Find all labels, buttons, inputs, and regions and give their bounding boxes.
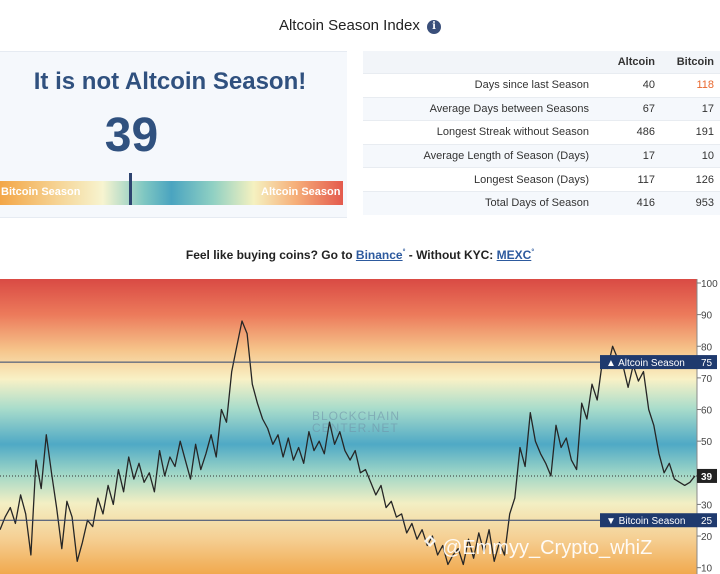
table-row: Longest Season (Days) 117 126 [363, 167, 720, 192]
column-header-bitcoin: Bitcoin [661, 51, 720, 74]
table-row: Days since last Season 40 118 [363, 73, 720, 98]
footer-handle: @Emmyy_Crypto_whiZ [442, 537, 652, 559]
y-tick-label: 70 [701, 374, 713, 385]
season-stats-table: Altcoin Bitcoin Days since last Season 4… [363, 51, 720, 215]
current-value-box [697, 468, 717, 483]
altcoin-threshold-badge [600, 355, 697, 370]
gauge-label-altcoin: Altcoin Season [261, 186, 341, 198]
row-label: Total Days of Season [363, 190, 595, 215]
table-row: Average Length of Season (Days) 17 10 [363, 143, 720, 168]
table-row: Average Days between Seasons 67 17 [363, 96, 720, 121]
season-headline: It is not Altcoin Season! [33, 68, 307, 95]
y-tick-label: 50 [701, 437, 713, 448]
bitcoin-value: 10 [661, 143, 720, 168]
bitcoin-value: 17 [661, 96, 720, 121]
season-gauge [0, 181, 343, 205]
bitcoin-value: 191 [661, 120, 720, 145]
binance-logo-icon [424, 535, 436, 547]
row-label: Longest Season (Days) [363, 167, 595, 192]
altcoin-value: 67 [595, 96, 661, 121]
threshold-value-label: 25 [701, 516, 713, 527]
info-icon[interactable]: i [427, 20, 442, 34]
threshold-value-label: 75 [701, 358, 713, 369]
promo-line: Feel like buying coins? Go to Binance° -… [0, 248, 720, 262]
altcoin-threshold-label: ▲ Altcoin Season [606, 358, 685, 369]
bitcoin-threshold-label: ▼ Bitcoin Season [606, 516, 685, 527]
gauge-label-bitcoin: Bitcoin Season [1, 186, 81, 198]
bitcoin-value: 953 [661, 190, 720, 215]
y-tick-label: 80 [701, 342, 713, 353]
table-header-row: Altcoin Bitcoin [363, 51, 720, 74]
bitcoin-threshold-badge [600, 513, 697, 528]
y-tick-label: 20 [701, 532, 713, 543]
external-mark: ° [531, 249, 535, 256]
altcoin-value: 117 [595, 167, 661, 192]
altcoin-value: 17 [595, 143, 661, 168]
index-series-line [0, 320, 696, 566]
row-label: Longest Streak without Season [363, 120, 595, 145]
gauge-marker [129, 173, 132, 205]
page-title: Altcoin Season Index i [0, 17, 720, 34]
row-label: Average Days between Seasons [363, 96, 595, 121]
bitcoin-value: 118 [661, 73, 720, 98]
altcoin-value: 416 [595, 190, 661, 215]
threshold-value-box [697, 355, 717, 370]
altcoin-value: 40 [595, 73, 661, 98]
column-header [363, 51, 595, 74]
table-row: Longest Streak without Season 486 191 [363, 120, 720, 145]
chart-svg: BLOCKCHAINCENTER.NET10203040506070809010… [0, 279, 718, 574]
table-row: Total Days of Season 416 953 [363, 190, 720, 215]
row-label: Days since last Season [363, 73, 595, 98]
y-tick-label: 60 [701, 406, 713, 417]
current-value-label: 39 [701, 472, 713, 483]
promo-prefix: Feel like buying coins? Go to [185, 248, 353, 262]
y-tick-label: 30 [701, 500, 713, 511]
column-header-altcoin: Altcoin [595, 51, 661, 74]
row-label: Average Length of Season (Days) [363, 143, 595, 168]
chart-watermark: BLOCKCHAIN [312, 409, 400, 423]
chart-background [0, 279, 697, 574]
binance-link[interactable]: Binance [355, 248, 403, 262]
y-tick-label: 90 [701, 311, 713, 322]
index-value: 39 [104, 109, 159, 162]
altcoin-season-chart: BLOCKCHAINCENTER.NET10203040506070809010… [0, 279, 720, 574]
bitcoin-value: 126 [661, 167, 720, 192]
altcoin-value: 486 [595, 120, 661, 145]
y-tick-label: 10 [701, 564, 713, 574]
mexc-link[interactable]: MEXC [496, 248, 532, 262]
threshold-value-box [697, 513, 717, 528]
y-tick-label: 100 [701, 279, 718, 290]
chart-watermark: CENTER.NET [312, 421, 399, 435]
page-title-text: Altcoin Season Index [278, 17, 420, 34]
promo-middle: - Without KYC: [408, 248, 494, 262]
external-mark: ° [402, 249, 406, 256]
